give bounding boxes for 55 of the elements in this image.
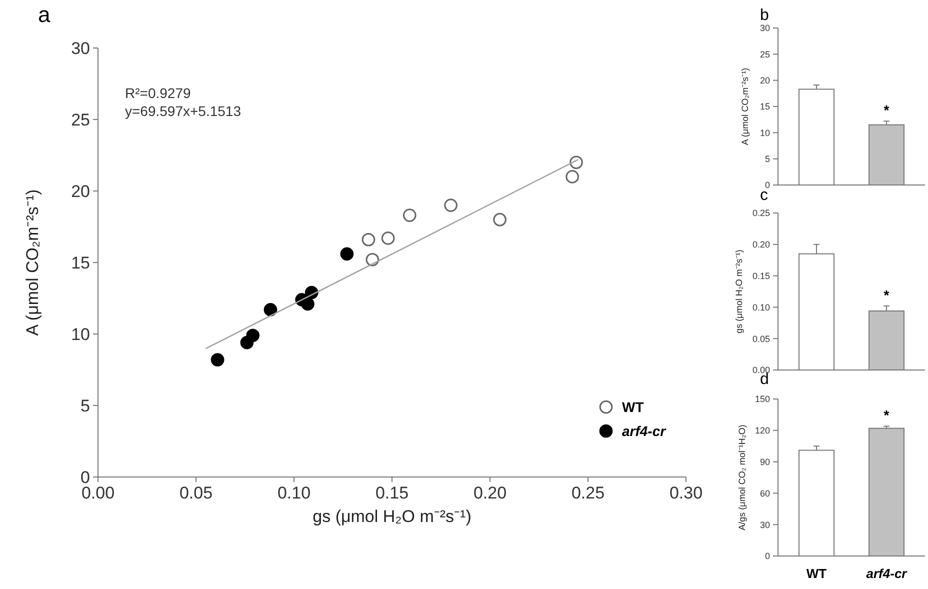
point	[264, 303, 278, 316]
y-tick-label: 0.10	[752, 302, 770, 312]
chart-title: b	[760, 7, 769, 24]
y-tick-label: 15	[760, 102, 770, 112]
legend-label: WT	[622, 398, 644, 415]
point	[444, 198, 458, 212]
y-tick-label: 0.20	[752, 240, 770, 250]
legend-label: arf4-cr	[622, 422, 668, 439]
point	[493, 212, 506, 226]
y-axis-title: A (μmol CO₂m⁻²s⁻¹)	[23, 189, 42, 336]
x-tick-label: 0.10	[277, 484, 311, 503]
y-tick-label: 20	[760, 75, 770, 86]
annotation: *	[884, 407, 890, 424]
y-axis-title: A/gs (μmol CO₂ mol⁻¹H₂O)	[737, 424, 747, 530]
y-tick-label: 30	[71, 38, 90, 58]
x-tick-label: 0.05	[179, 484, 213, 503]
y-tick-label: 25	[760, 49, 770, 60]
point	[381, 232, 395, 245]
y-tick-label: 30	[760, 520, 770, 530]
y-tick-label: 30	[760, 23, 770, 34]
annotation: *	[884, 102, 890, 118]
y-tick-label: 25	[71, 110, 90, 130]
y-tick-label: 0.25	[752, 208, 770, 218]
x-axis-title: gs (μmol H₂O m⁻²s⁻¹)	[312, 507, 472, 526]
point	[402, 208, 416, 222]
y-tick-label: 150	[754, 394, 770, 404]
annotation: R²=0.9279	[125, 85, 191, 101]
y-tick-label: 120	[754, 426, 770, 436]
point	[362, 232, 376, 246]
y-tick-label: 10	[71, 324, 90, 344]
y-axis-title: gs (μmol H₂O m⁻²s⁻¹)	[734, 250, 744, 334]
y-tick-label: 0.15	[752, 270, 770, 281]
y-tick-label: 60	[760, 488, 770, 498]
annotation: y=69.597x+5.1513	[125, 103, 242, 119]
point	[340, 247, 354, 261]
x-tick-label: 0.25	[571, 484, 605, 503]
y-tick-label: 10	[760, 128, 770, 138]
y-tick-label: 20	[71, 182, 90, 201]
point	[210, 353, 224, 366]
chart-title: a	[38, 2, 51, 27]
y-tick-label: 0	[764, 551, 770, 562]
y-tick-label: 5	[80, 396, 90, 416]
y-tick-label: 90	[760, 456, 770, 467]
x-tick-label: 0.15	[375, 484, 409, 503]
y-tick-label: 15	[71, 253, 90, 272]
y-tick-label: 0	[80, 468, 90, 487]
point	[246, 328, 260, 342]
x-tick-label: 0.30	[669, 484, 703, 503]
y-axis-title: A (μmol CO₂m⁻²s⁻¹)	[740, 68, 750, 146]
y-tick-label: 0.05	[752, 334, 770, 344]
x-tick-label: 0.20	[473, 484, 507, 503]
point	[301, 297, 314, 311]
point	[566, 170, 579, 184]
annotation: *	[884, 286, 890, 303]
y-tick-label: 5	[764, 154, 770, 164]
